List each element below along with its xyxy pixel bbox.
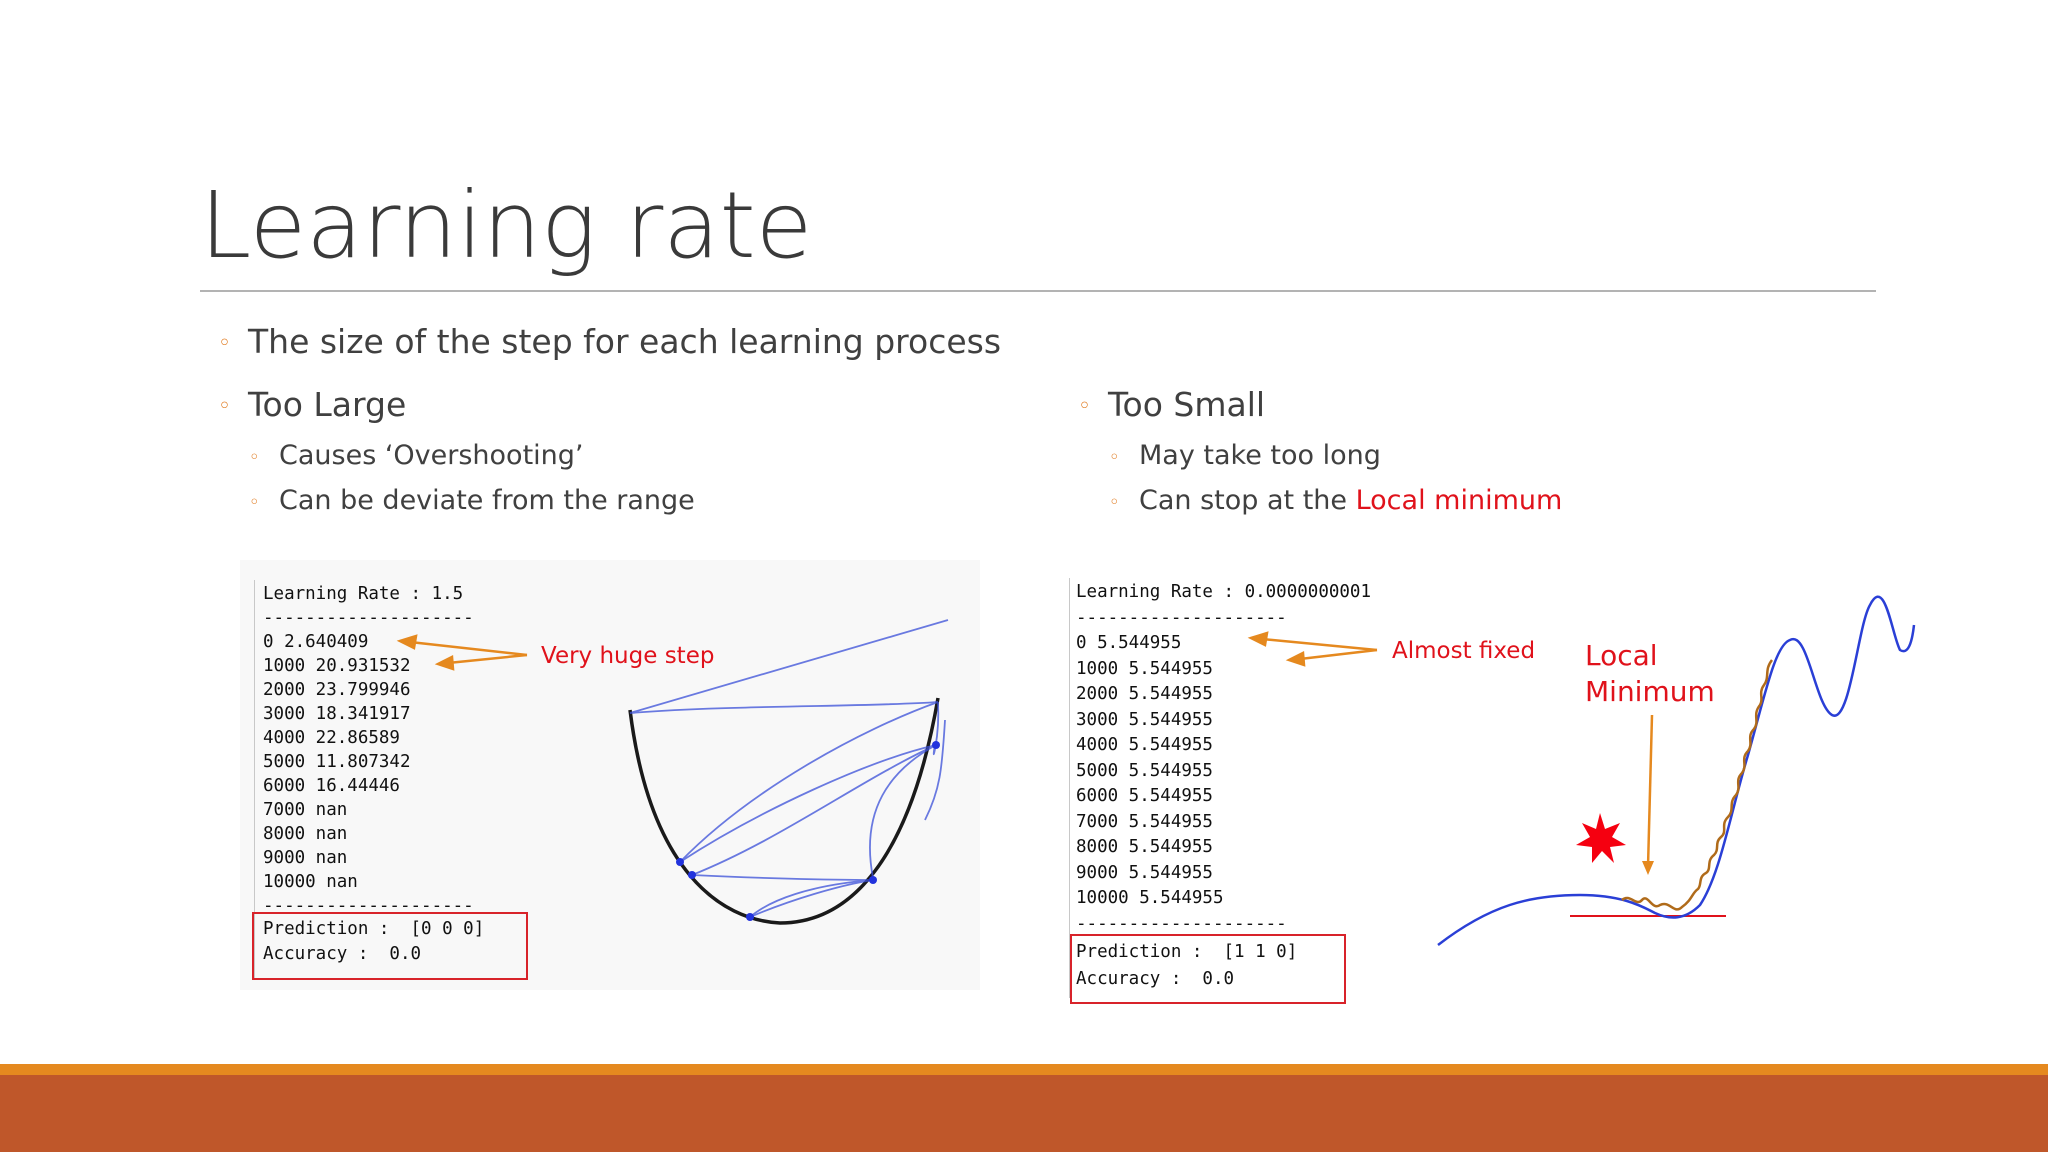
left-terminal-border bbox=[254, 580, 255, 980]
right-prediction: Prediction : [1 1 0] bbox=[1076, 942, 1298, 962]
footer-accent-stripe bbox=[0, 1064, 2048, 1075]
right-terminal-output: Learning Rate : 0.0000000001 -----------… bbox=[1076, 580, 1371, 937]
bullet-circle-icon: ◦ bbox=[249, 492, 260, 513]
right-row: 1000 5.544955 bbox=[1076, 658, 1213, 679]
sub-bullet-text: Causes ‘Overshooting’ bbox=[279, 440, 584, 471]
right-row: 9000 5.544955 bbox=[1076, 862, 1213, 883]
right-header: Learning Rate : 0.0000000001 bbox=[1076, 582, 1372, 602]
left-prediction-text: Prediction : [0 0 0] Accuracy : 0.0 bbox=[263, 917, 484, 967]
local-minimum-label-line2: Minimum bbox=[1585, 675, 1715, 708]
sub-bullet-text: May take too long bbox=[1139, 440, 1381, 471]
bullet-circle-icon: ◦ bbox=[1109, 447, 1120, 468]
very-huge-step-label: Very huge step bbox=[541, 643, 715, 669]
right-row: 4000 5.544955 bbox=[1076, 735, 1213, 755]
bullet-circle-icon: ◦ bbox=[218, 394, 231, 419]
right-terminal-border bbox=[1069, 578, 1070, 998]
left-row: 2000 23.799946 bbox=[263, 680, 411, 700]
local-minimum-label: Local Minimum bbox=[1585, 638, 1715, 710]
left-row: 4000 22.86589 bbox=[263, 728, 400, 748]
left-separator: -------------------- bbox=[263, 608, 474, 628]
right-row: 8000 5.544955 bbox=[1076, 837, 1213, 857]
left-row: 0 2.640409 bbox=[263, 632, 369, 652]
right-row: 0 5.544955 bbox=[1076, 633, 1182, 653]
sub-bullet-text: Can be deviate from the range bbox=[279, 485, 695, 516]
bullet-too-small: ◦ Too Small bbox=[1078, 385, 1266, 424]
left-row: 5000 11.807342 bbox=[263, 752, 411, 772]
right-prediction-text: Prediction : [1 1 0] Accuracy : 0.0 bbox=[1076, 939, 1297, 993]
almost-fixed-label: Almost fixed bbox=[1392, 638, 1536, 664]
bullet-intro: ◦ The size of the step for each learning… bbox=[218, 322, 1002, 361]
right-accuracy: Accuracy : 0.0 bbox=[1076, 969, 1235, 989]
bullet-circle-icon: ◦ bbox=[218, 331, 231, 356]
right-row: 5000 5.544955 bbox=[1076, 760, 1213, 781]
sub-bullet-deviate: ◦ Can be deviate from the range bbox=[249, 485, 695, 516]
bullet-circle-icon: ◦ bbox=[1109, 492, 1120, 513]
local-minimum-curve-diagram bbox=[1437, 595, 1916, 946]
footer-bar bbox=[0, 1075, 2048, 1152]
right-row: 7000 5.544955 bbox=[1076, 811, 1213, 832]
left-row: 9000 nan bbox=[263, 848, 348, 868]
left-row: 6000 16.44446 bbox=[263, 776, 400, 796]
bullet-too-large: ◦ Too Large bbox=[218, 385, 407, 424]
left-row: 3000 18.341917 bbox=[263, 704, 411, 724]
left-row: 7000 nan bbox=[263, 800, 348, 820]
left-row: 10000 nan bbox=[263, 872, 358, 892]
left-prediction-box bbox=[252, 912, 528, 980]
sub-bullet-too-long: ◦ May take too long bbox=[1109, 440, 1381, 471]
right-separator: -------------------- bbox=[1076, 913, 1287, 934]
left-terminal-output: Learning Rate : 1.5 --------------------… bbox=[263, 582, 474, 918]
right-row: 6000 5.544955 bbox=[1076, 786, 1213, 806]
left-row: 8000 nan bbox=[263, 824, 348, 844]
overshoot-bowl-diagram bbox=[628, 619, 949, 925]
bullet-circle-icon: ◦ bbox=[1078, 394, 1091, 419]
bullet-too-small-text: Too Small bbox=[1108, 385, 1266, 424]
slide-title: Learning rate bbox=[200, 172, 813, 279]
left-accuracy: Accuracy : 0.0 bbox=[263, 944, 422, 964]
sub-bullet-overshooting: ◦ Causes ‘Overshooting’ bbox=[249, 440, 584, 471]
right-row: 3000 5.544955 bbox=[1076, 709, 1213, 730]
left-header: Learning Rate : 1.5 bbox=[263, 584, 464, 604]
bullet-intro-text: The size of the step for each learning p… bbox=[248, 322, 1002, 361]
left-row: 1000 20.931532 bbox=[263, 656, 411, 676]
left-prediction: Prediction : [0 0 0] bbox=[263, 919, 485, 939]
right-row: 10000 5.544955 bbox=[1076, 888, 1224, 908]
title-divider bbox=[200, 290, 1876, 292]
right-prediction-box bbox=[1070, 934, 1346, 1004]
right-separator: -------------------- bbox=[1076, 607, 1287, 628]
left-figure-background bbox=[240, 560, 980, 990]
sub-bullet-text-prefix: Can stop at the bbox=[1139, 485, 1356, 516]
bullet-circle-icon: ◦ bbox=[249, 447, 260, 468]
bullet-too-large-text: Too Large bbox=[248, 385, 407, 424]
local-minimum-highlight: Local minimum bbox=[1355, 485, 1563, 516]
local-minimum-label-line1: Local bbox=[1585, 639, 1658, 672]
sub-bullet-local-minimum: ◦ Can stop at the Local minimum bbox=[1109, 485, 1563, 516]
right-row: 2000 5.544955 bbox=[1076, 684, 1213, 704]
left-separator: -------------------- bbox=[263, 896, 474, 916]
